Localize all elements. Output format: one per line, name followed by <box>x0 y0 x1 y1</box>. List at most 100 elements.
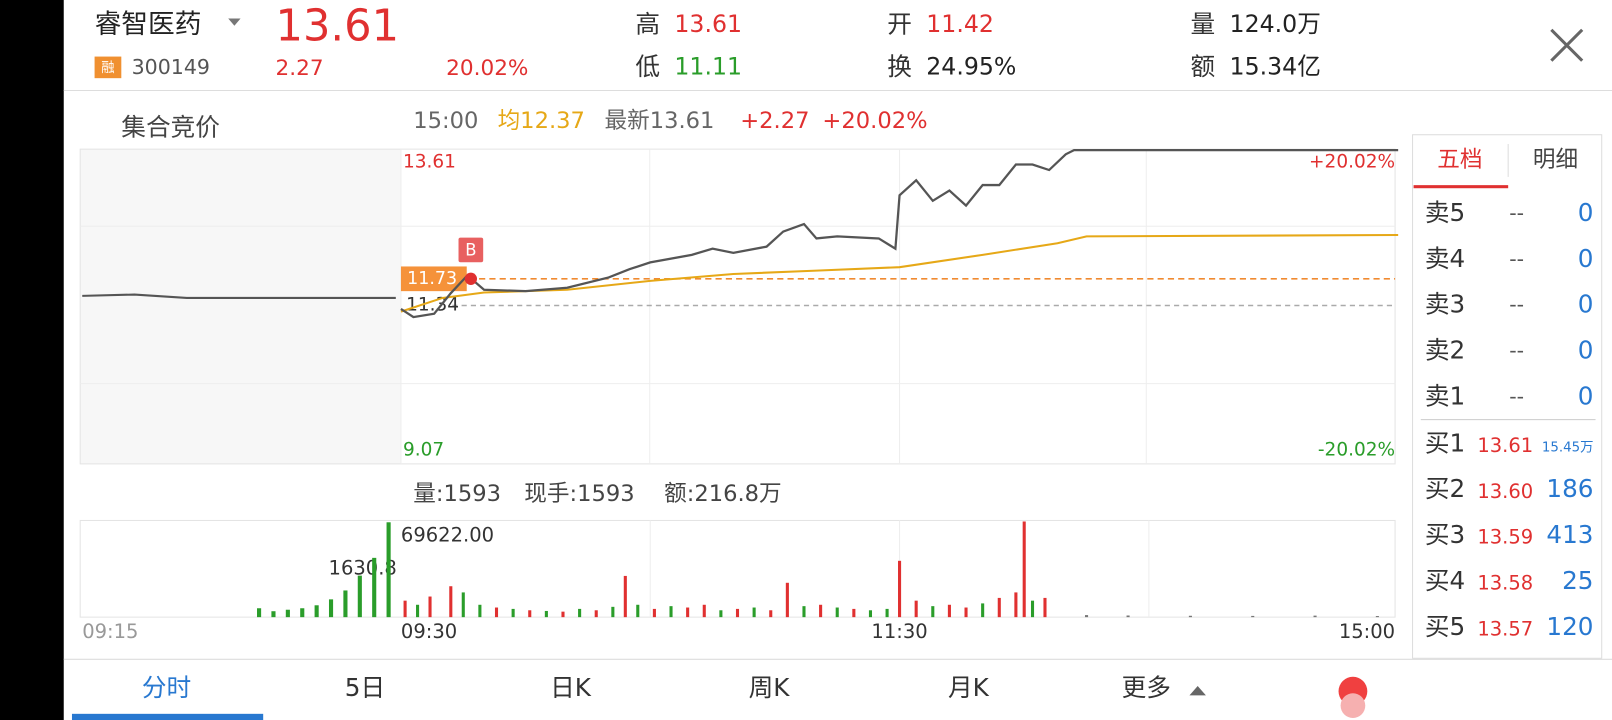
dropdown-arrow[interactable] <box>228 18 241 26</box>
volume-bar <box>1126 615 1130 618</box>
volume-bar <box>494 607 499 618</box>
stat-value: 13.61 <box>674 10 742 38</box>
auction-volume-bar <box>300 608 305 618</box>
bid-label: 买3 <box>1425 520 1465 549</box>
ask-volume: 0 <box>1578 336 1594 365</box>
active-tab-underline <box>71 713 264 720</box>
auction-volume-max-label: 1630.8 <box>329 556 397 579</box>
more-arrow <box>1189 686 1206 696</box>
time-label: 09:30 <box>401 620 457 643</box>
pct-scale-label: -20.02% <box>1318 440 1395 461</box>
bid-label: 买2 <box>1425 474 1465 503</box>
nav-tab[interactable]: 分时 <box>142 673 191 702</box>
volume-bar <box>931 606 935 618</box>
bid-volume: 15.45万 <box>1542 440 1594 455</box>
volume-bar <box>981 603 985 618</box>
volume-info: 现手:1593 <box>524 481 634 507</box>
stat-label: 额 <box>1190 52 1215 81</box>
change-pct: 20.02% <box>446 56 528 81</box>
badge-bg <box>94 56 122 79</box>
stat-value: 15.34亿 <box>1230 52 1321 80</box>
volume-bar <box>594 610 598 618</box>
order-tab[interactable]: 五档 <box>1437 147 1482 173</box>
buy-price-label: 11.73 <box>407 269 457 289</box>
order-tab[interactable]: 明细 <box>1533 147 1578 173</box>
auction-volume-bar <box>386 522 391 618</box>
volume-bar <box>1375 616 1379 618</box>
volume-bar <box>416 604 420 618</box>
stat-value: 24.95% <box>926 52 1016 80</box>
stat-label: 量 <box>1190 10 1215 39</box>
volume-bar <box>449 586 453 618</box>
nav-tab[interactable]: 更多 <box>1122 673 1171 702</box>
auction-volume-bar <box>343 590 348 618</box>
volume-bar <box>914 600 918 618</box>
time-label: 15:00 <box>1339 620 1395 643</box>
volume-bar <box>623 575 627 618</box>
auction-volume-bar <box>257 608 262 618</box>
stat-value: 11.11 <box>674 52 742 80</box>
ask-price: -- <box>1509 384 1524 408</box>
ask-volume: 0 <box>1578 381 1594 410</box>
volume-bar <box>735 608 740 618</box>
bid-volume: 413 <box>1546 520 1593 549</box>
info-time: 15:00 <box>413 108 478 134</box>
nav-tab[interactable]: 日K <box>550 673 592 702</box>
bid-volume: 186 <box>1546 474 1593 503</box>
volume-bar <box>1022 521 1026 618</box>
buy-marker-bg <box>458 237 484 263</box>
time-label: 11:30 <box>871 620 927 643</box>
volume-bar <box>652 608 656 618</box>
stock-name: 睿智医药 <box>95 9 202 40</box>
auction-line <box>82 293 396 299</box>
volume-bar <box>868 610 873 618</box>
volume-bar <box>852 608 856 618</box>
stat-value: 11.42 <box>926 10 994 38</box>
nav-tab[interactable]: 月K <box>948 673 990 702</box>
nav-tab[interactable]: 5日 <box>345 673 385 702</box>
volume-bar <box>611 606 615 618</box>
volume-bar <box>669 606 673 618</box>
volume-bar <box>1313 615 1317 618</box>
info-latest: 最新13.61 <box>605 108 715 134</box>
price-scale-label: 9.07 <box>403 440 444 461</box>
stock-code: 300149 <box>132 55 210 79</box>
info-change: +2.27 <box>740 108 809 134</box>
record-button-shadow <box>1340 693 1366 718</box>
volume-bar <box>561 611 565 618</box>
stat-label: 低 <box>635 52 660 81</box>
bid-volume: 25 <box>1562 566 1593 595</box>
bid-price: 13.58 <box>1477 572 1533 595</box>
volume-bar <box>819 604 823 618</box>
volume-bar <box>702 604 706 618</box>
ask-label: 卖2 <box>1425 336 1465 365</box>
volume-bar <box>769 610 773 618</box>
volume-bar <box>636 604 640 618</box>
bid-price: 13.61 <box>1477 434 1533 457</box>
auction-volume-bar <box>357 575 362 618</box>
volume-bar <box>578 608 582 618</box>
volume-info: 额:216.8万 <box>664 481 782 507</box>
pct-scale-label: +20.02% <box>1309 152 1395 173</box>
volume-bar <box>719 610 723 618</box>
bid-label: 买5 <box>1425 612 1465 641</box>
ask-volume: 0 <box>1578 244 1594 273</box>
ask-label: 卖5 <box>1425 198 1465 227</box>
volume-bar <box>1014 592 1018 618</box>
info-avg: 均12.37 <box>498 108 585 134</box>
close-button[interactable] <box>1550 28 1584 62</box>
average-line <box>400 233 1399 313</box>
order-book-frame <box>1412 134 1603 659</box>
auction-volume-bar <box>328 599 334 618</box>
buy-point <box>464 272 478 285</box>
price-frame <box>79 148 1396 465</box>
volume-bar <box>802 606 806 618</box>
price-scale-label: 13.61 <box>403 152 456 173</box>
change: 2.27 <box>276 56 324 81</box>
ask-price: -- <box>1509 247 1524 271</box>
stat-label: 换 <box>887 52 912 81</box>
nav-tab[interactable]: 周K <box>749 673 791 702</box>
stock-price: 13.61 <box>276 1 400 51</box>
volume-bar <box>898 560 902 618</box>
